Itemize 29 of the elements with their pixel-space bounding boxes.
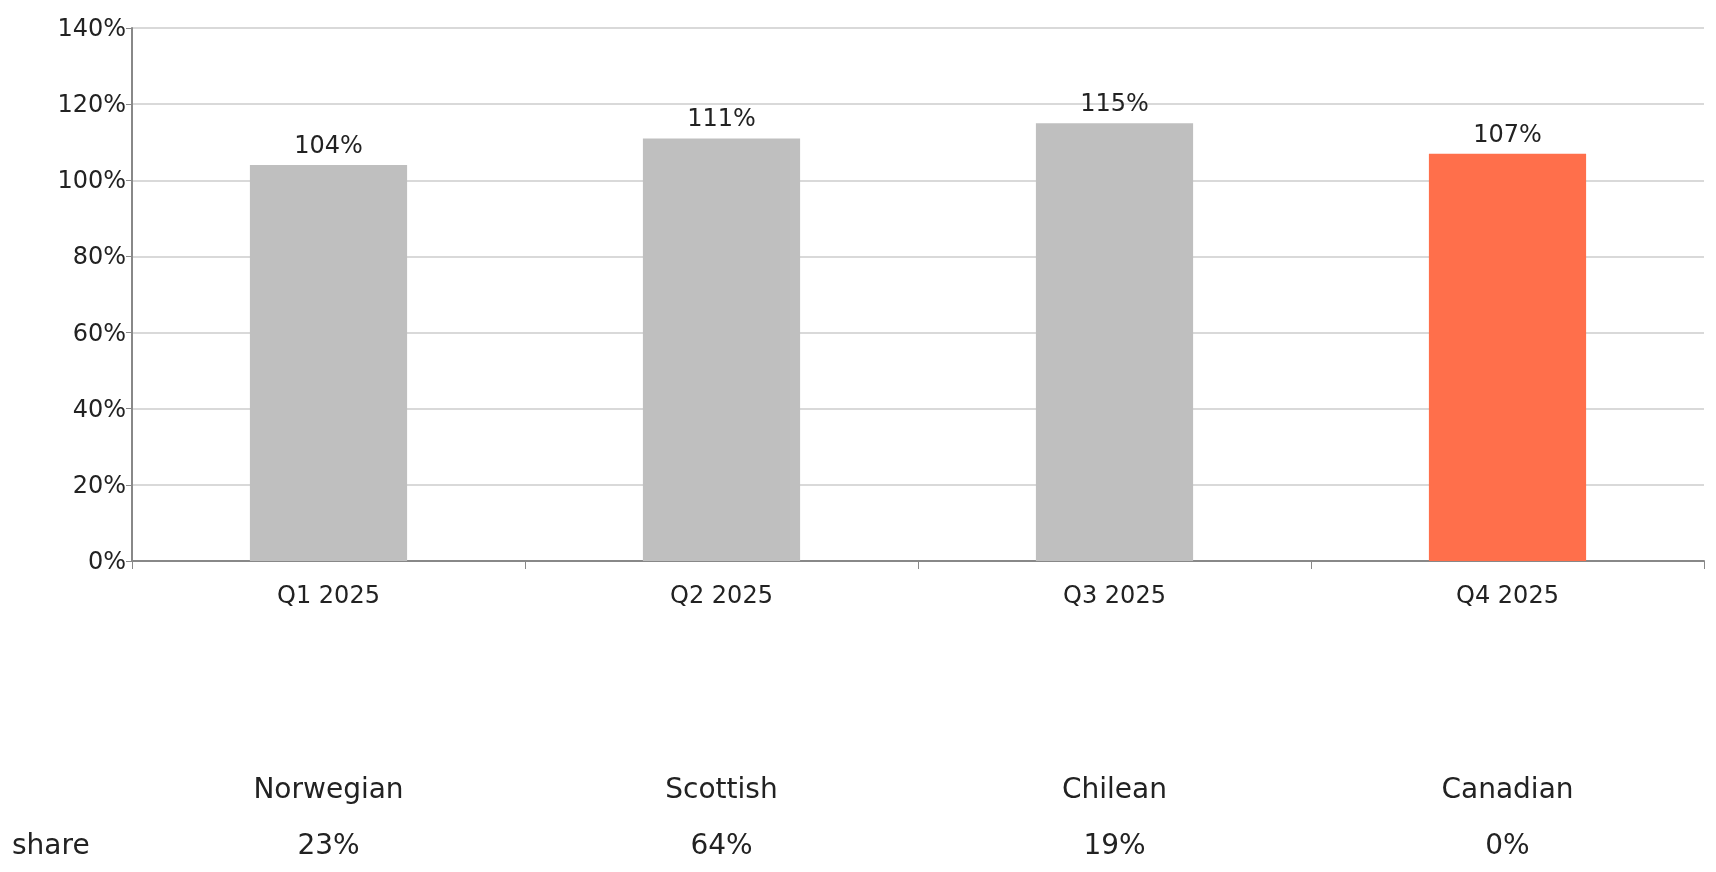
x-tick-label: Q1 2025 [277, 581, 380, 609]
bar [1428, 153, 1587, 561]
y-tick-label: 60% [72, 318, 126, 347]
y-tick-label: 40% [72, 394, 126, 423]
data-label: 104% [294, 131, 363, 160]
bar [249, 165, 408, 561]
y-tick-label: 0% [87, 547, 126, 575]
data-label: 115% [1080, 89, 1149, 118]
x-tick-label: Q4 2025 [1456, 581, 1559, 609]
text: share [12, 827, 90, 861]
bar [1035, 123, 1194, 561]
bar [642, 138, 801, 561]
x-tick-label: Q3 2025 [1063, 581, 1166, 609]
text: 19% [1083, 827, 1146, 861]
text: Chilean [1062, 771, 1167, 805]
x-tick-label: Q2 2025 [670, 581, 773, 609]
text: Canadian [1441, 771, 1574, 805]
y-tick-label: 120% [57, 90, 126, 119]
text: 64% [690, 827, 753, 861]
data-label: 111% [687, 104, 756, 133]
y-tick-label: 20% [72, 470, 126, 499]
text: Norwegian [253, 771, 404, 805]
y-tick-label: 100% [57, 166, 126, 195]
y-tick-label: 80% [72, 242, 126, 271]
data-label: 107% [1473, 119, 1542, 148]
y-tick-label: 140% [57, 14, 126, 42]
text: 23% [297, 827, 360, 861]
text: 0% [1485, 827, 1530, 861]
text: Scottish [665, 771, 778, 805]
